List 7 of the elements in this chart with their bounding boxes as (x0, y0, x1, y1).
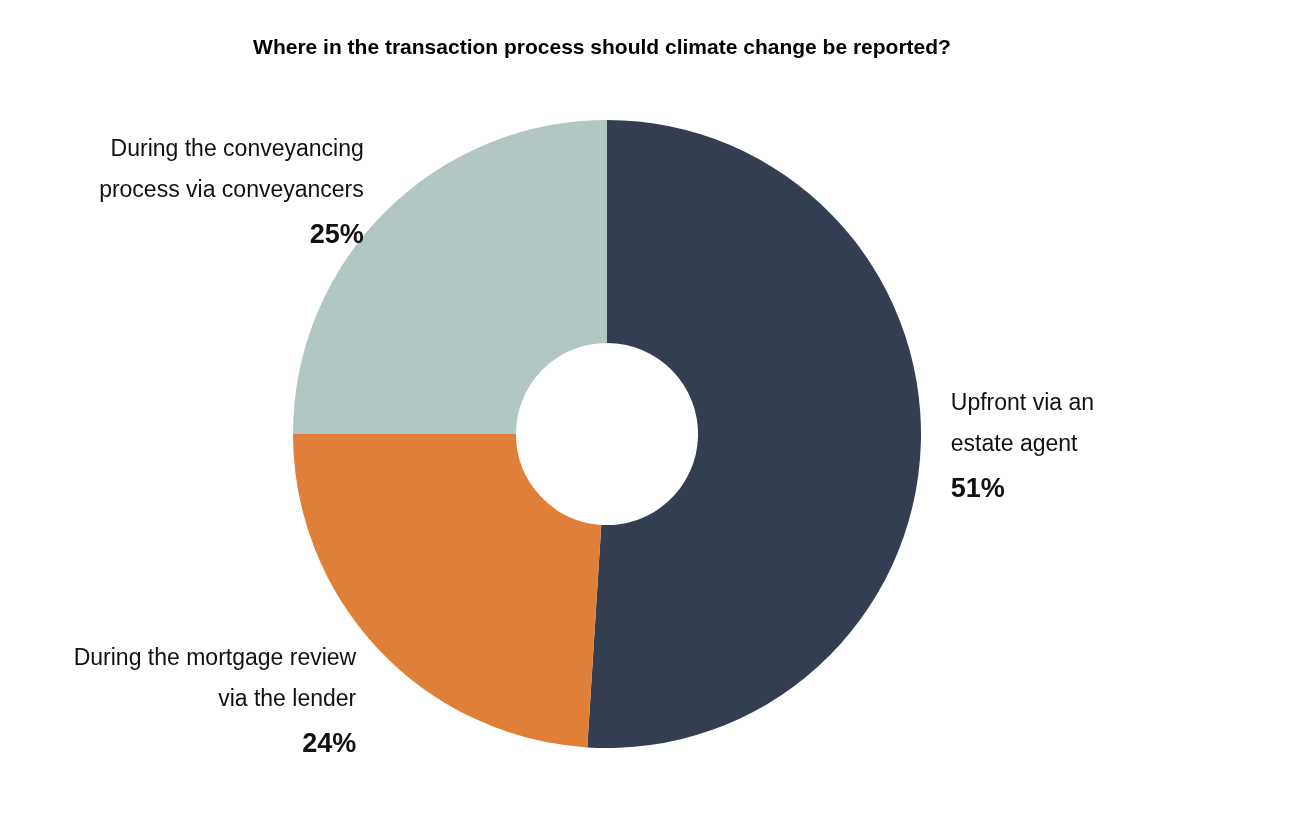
data-label: 25% (309, 219, 364, 250)
data-label: 51% (950, 473, 1005, 504)
chart-title: Where in the transaction process should climate change be reported? (253, 34, 951, 58)
slice-label: During the mortgage review via the lender (73, 643, 357, 711)
data-label: 24% (302, 727, 357, 758)
slice-label: During the conveyancing process via conveyancers (99, 135, 364, 203)
slice-label: Upfront via an estate agent (950, 389, 1095, 457)
